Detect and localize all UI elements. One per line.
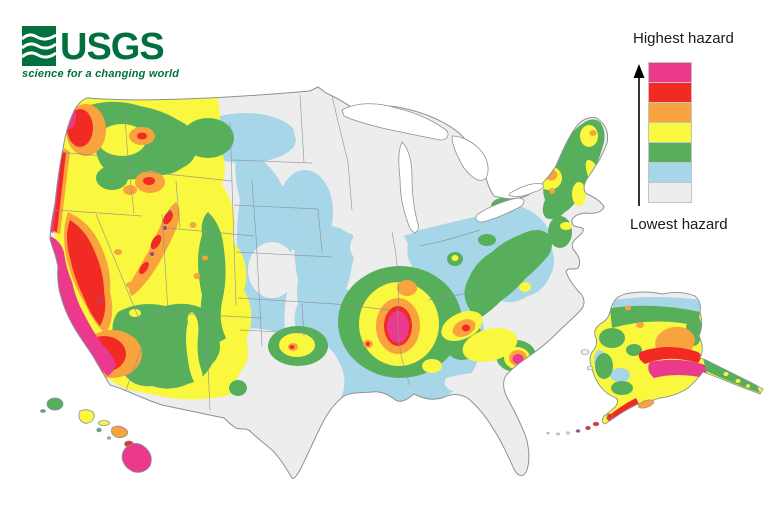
hawaii-inset: [40, 397, 152, 473]
aleutian-islands: [546, 349, 654, 436]
legend-swatch-very-low: [648, 162, 692, 183]
niihau: [40, 409, 46, 413]
alaska-outline: [589, 291, 764, 425]
lake-ontario: [508, 183, 544, 198]
lake-michigan: [398, 141, 419, 233]
lake-superior: [341, 103, 449, 141]
legend-lowest-label: Lowest hazard: [630, 216, 728, 233]
legend-swatch-low: [648, 142, 692, 163]
lake-huron: [451, 135, 489, 181]
legend-swatch-moderate: [648, 122, 692, 143]
lake-erie: [475, 197, 525, 223]
lower48-hazard-layers: [50, 87, 608, 479]
oahu: [78, 409, 95, 424]
legend-swatch-highest: [648, 62, 692, 83]
usgs-logo-tagline: science for a changing world: [22, 68, 180, 80]
legend-swatch-high: [648, 102, 692, 123]
state-borders: [55, 94, 489, 411]
great-lakes: [341, 103, 544, 233]
big-island: [121, 443, 152, 473]
legend-swatches: [648, 62, 692, 203]
legend-swatch-lowest: [648, 182, 692, 203]
lanai: [96, 427, 102, 433]
kauai: [46, 397, 64, 411]
molokai: [98, 420, 110, 426]
kahoolawe: [107, 436, 112, 440]
legend-arrow-icon: [633, 64, 645, 206]
lower48-outline: [49, 86, 609, 479]
usgs-logo: USGS science for a changing world: [22, 26, 242, 86]
hazard-purple-specks: [98, 210, 172, 302]
maui: [111, 425, 128, 439]
charleston-magenta-core: [512, 354, 524, 364]
usgs-wave-icon: [22, 26, 56, 66]
usgs-logo-title: USGS: [60, 26, 165, 68]
legend-swatch-very-high: [648, 82, 692, 103]
legend-highest-label: Highest hazard: [633, 30, 734, 47]
